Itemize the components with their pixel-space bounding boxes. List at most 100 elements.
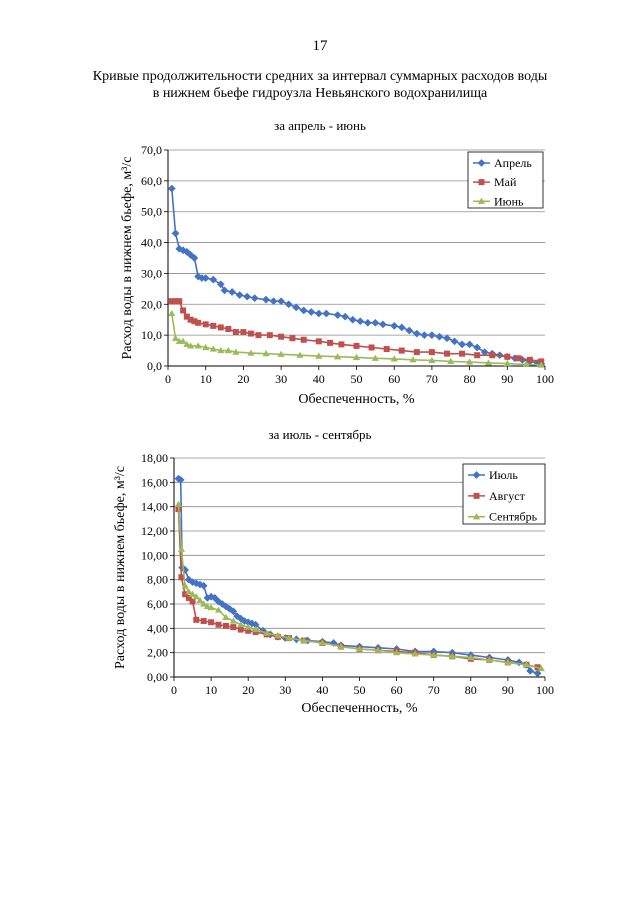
data-point (278, 333, 285, 340)
x-tick-label: 10 (200, 372, 212, 386)
x-tick-label: 90 (501, 372, 513, 386)
data-point (289, 335, 296, 342)
data-point (390, 321, 399, 330)
data-point (515, 355, 522, 362)
data-point (329, 638, 338, 647)
data-point (245, 627, 252, 634)
data-point (180, 307, 187, 314)
data-point (209, 345, 217, 352)
x-tick-label: 30 (279, 683, 291, 697)
data-point (352, 353, 361, 360)
data-point (443, 350, 450, 357)
page-number: 17 (312, 38, 328, 54)
y-tick-label: 0,0 (147, 359, 162, 373)
data-point (262, 350, 270, 357)
data-point (215, 621, 222, 628)
data-point (255, 332, 262, 339)
data-point (411, 650, 419, 657)
data-point (522, 360, 530, 368)
data-point (183, 340, 191, 347)
data-point (192, 593, 200, 600)
data-point (526, 666, 535, 675)
legend-label: Сентябрь (489, 510, 538, 524)
data-point (194, 342, 202, 349)
data-point (217, 346, 225, 354)
data-point (522, 661, 531, 668)
series-line (171, 188, 542, 365)
data-point (195, 319, 202, 326)
data-point (222, 613, 230, 620)
data-point (307, 308, 316, 316)
data-point (314, 309, 323, 318)
legend-marker (477, 159, 486, 167)
data-point (315, 352, 323, 359)
data-point (193, 616, 200, 623)
data-point (176, 298, 183, 305)
x-tick-label: 80 (465, 683, 477, 697)
x-tick-label: 40 (316, 683, 328, 697)
data-point (447, 357, 455, 364)
data-point (172, 298, 179, 305)
y-axis-label: Расход воды в нижнем бьефе, м³/с (120, 156, 135, 359)
data-point (409, 356, 417, 363)
data-point (356, 317, 365, 326)
data-point (277, 350, 285, 357)
data-point (300, 636, 308, 644)
data-point (228, 287, 237, 296)
document-title: Кривые продолжительности средних за инте… (60, 68, 580, 102)
data-point (177, 545, 186, 552)
data-point (237, 621, 245, 628)
data-point (235, 291, 244, 299)
x-tick-label: 0 (165, 372, 171, 386)
data-point (186, 250, 195, 259)
data-point (467, 653, 475, 661)
data-point (185, 594, 192, 601)
data-point (489, 352, 496, 359)
y-tick-label: 14,00 (141, 500, 168, 514)
data-point (504, 658, 512, 665)
data-point (448, 652, 456, 659)
data-point (322, 309, 331, 318)
data-point (405, 326, 414, 335)
data-point (473, 343, 482, 352)
y-tick-label: 0,00 (147, 670, 168, 684)
legend-label: Май (494, 175, 517, 189)
data-point (327, 339, 334, 346)
x-tick-label: 0 (171, 683, 177, 697)
data-point (341, 312, 350, 321)
data-point (266, 332, 273, 339)
data-point (202, 343, 210, 351)
data-point (188, 590, 197, 597)
data-point (465, 340, 474, 349)
y-tick-label: 8,00 (147, 573, 168, 587)
y-tick-label: 60,0 (141, 174, 162, 188)
data-point (189, 598, 196, 605)
data-point (353, 342, 360, 349)
data-point (222, 622, 229, 629)
data-point (292, 303, 301, 312)
data-point (537, 664, 545, 672)
data-point (230, 624, 237, 631)
data-point (450, 337, 459, 346)
data-point (202, 321, 209, 328)
data-point (355, 645, 364, 652)
data-point (247, 330, 254, 337)
data-point (420, 331, 429, 340)
data-point (277, 297, 286, 306)
data-point (300, 336, 307, 343)
data-point (284, 300, 293, 309)
data-point (397, 323, 406, 332)
legend-label: Август (489, 489, 526, 503)
x-tick-label: 70 (428, 683, 440, 697)
data-point (168, 298, 175, 305)
data-point (485, 656, 493, 663)
data-point (182, 591, 189, 598)
data-point (200, 600, 208, 607)
data-point (225, 604, 234, 613)
data-point (176, 475, 185, 484)
data-point (334, 353, 342, 360)
legend-label: Апрель (494, 156, 532, 170)
data-point (209, 275, 218, 284)
legend-label: Июль (489, 468, 518, 482)
